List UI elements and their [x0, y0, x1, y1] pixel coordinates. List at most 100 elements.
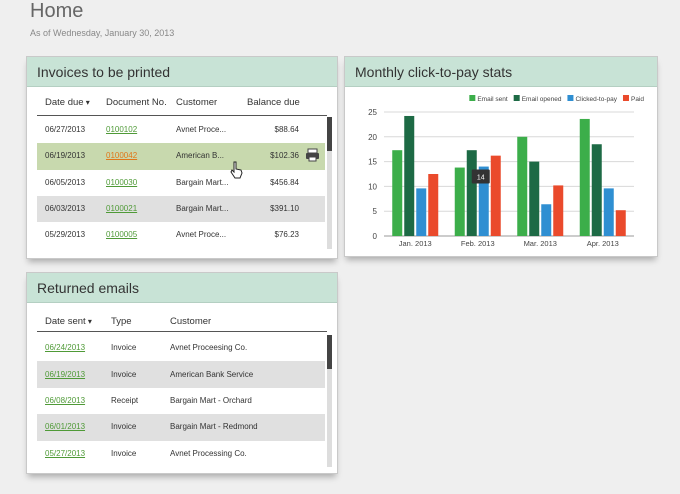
column-header[interactable]: Customer	[170, 316, 212, 327]
table-cell: Bargain Mart - Redmond	[170, 422, 258, 432]
table-cell: 06/19/2013	[45, 151, 86, 161]
legend-swatch	[567, 95, 574, 101]
table-cell: Avnet Processing Co.	[170, 448, 247, 458]
column-header[interactable]: Document No.	[106, 97, 167, 108]
table-cell: $456.84	[270, 177, 299, 187]
table-row[interactable]: 06/01/2013 Invoice Bargain Mart - Redmond	[37, 414, 325, 441]
table-cell: $88.64	[274, 125, 299, 135]
y-tick-label: 5	[373, 207, 378, 216]
column-header[interactable]: Type	[111, 316, 132, 327]
table-cell: Bargain Mart...	[176, 177, 229, 187]
table-row[interactable]: 05/27/2013 Invoice Avnet Processing Co.	[37, 440, 325, 467]
x-tick-label: Feb. 2013	[461, 239, 495, 248]
bar	[490, 155, 501, 236]
bar	[466, 150, 477, 236]
table-row[interactable]: 06/05/2013 0100030 Bargain Mart... $456.84	[37, 169, 325, 196]
table-cell: American Bank Service	[170, 369, 254, 379]
sort-arrow[interactable]: ▾	[85, 317, 92, 326]
table-row[interactable]: 06/19/2013 Invoice American Bank Service	[37, 361, 325, 388]
bar	[603, 188, 614, 236]
table-cell: Invoice	[111, 343, 137, 353]
bar	[529, 161, 540, 236]
table-cell: Invoice	[111, 369, 137, 379]
table-cell[interactable]: 06/08/2013	[45, 395, 86, 405]
table-cell: $391.10	[270, 204, 299, 214]
table-row[interactable]: 06/08/2013 Receipt Bargain Mart - Orchard	[37, 387, 325, 415]
table-cell: $102.36	[270, 151, 299, 161]
column-header[interactable]: Date sent ▾	[45, 316, 92, 327]
table-cell: Bargain Mart - Orchard	[170, 395, 252, 405]
bar	[392, 150, 403, 236]
tooltip-label: 14	[477, 175, 485, 182]
x-tick-label: Mar. 2013	[524, 239, 557, 248]
scrollbar-thumb[interactable]	[327, 335, 332, 369]
table-cell[interactable]: 0100021	[106, 204, 138, 214]
panel-title: Invoices to be printed	[37, 64, 171, 80]
table-row[interactable]: 06/19/2013 0100042 American B... $102.36	[37, 143, 325, 170]
scrollbar-thumb[interactable]	[327, 117, 332, 151]
x-tick-label: Jan. 2013	[399, 239, 432, 248]
legend-swatch	[513, 95, 520, 101]
column-header[interactable]: Balance due	[247, 97, 300, 108]
table-cell[interactable]: 0100042	[106, 151, 138, 161]
table-cell[interactable]: 06/24/2013	[45, 343, 86, 353]
bar	[591, 144, 602, 236]
table-row[interactable]: 06/03/2013 0100021 Bargain Mart... $391.10	[37, 195, 325, 223]
table-cell: Invoice	[111, 422, 137, 432]
table-row[interactable]: 06/24/2013 Invoice Avnet Proceesing Co.	[37, 335, 325, 362]
legend-label: Clicked-to-pay	[575, 96, 617, 103]
table-cell: Avnet Proce...	[176, 125, 227, 135]
header-separator	[37, 331, 327, 332]
chart-panel: Monthly click-to-pay stats 0 5 10 15 20 25 Jan…	[344, 56, 658, 257]
table-row[interactable]: 06/27/2013 0100102 Avnet Proce... $88.64	[37, 117, 325, 144]
bar	[517, 136, 528, 236]
legend-swatch	[622, 95, 629, 101]
table-cell[interactable]: 06/01/2013	[45, 422, 86, 432]
table-cell[interactable]: 0100030	[106, 177, 138, 187]
sort-arrow[interactable]: ▾	[83, 98, 90, 107]
table-cell: $76.23	[274, 230, 299, 240]
scrollbar[interactable]	[327, 335, 332, 467]
table-cell[interactable]: 0100005	[106, 230, 138, 240]
table-cell: 06/27/2013	[45, 125, 86, 135]
y-tick-label: 15	[368, 158, 377, 167]
chart: 0 5 10 15 20 25 Jan. 2013 Feb. 2013 Mar. 2013 Apr…	[368, 95, 644, 248]
scrollbar[interactable]	[327, 117, 332, 249]
page-subtitle: As of Wednesday, January 30, 2013	[30, 28, 175, 38]
bar	[478, 166, 489, 236]
table-cell: 06/03/2013	[45, 204, 86, 214]
legend-label: Paid	[631, 96, 644, 103]
bar	[615, 210, 626, 236]
legend-label: Email sent	[477, 96, 508, 103]
bar	[579, 118, 590, 236]
hand-cursor	[230, 161, 243, 179]
invoices-panel: Invoices to be printed Date due ▾ Documen…	[26, 56, 338, 259]
bar	[416, 188, 427, 236]
table-cell: Receipt	[111, 395, 139, 405]
bar	[454, 167, 465, 236]
table-row[interactable]: 05/29/2013 0100005 Avnet Proce... $76.23	[37, 222, 325, 249]
bar	[553, 185, 564, 236]
table-cell[interactable]: 05/27/2013	[45, 448, 86, 458]
table-cell: American B...	[176, 151, 225, 161]
emails-panel: Returned emails Date sent ▾ Type Customer 0…	[26, 272, 338, 474]
table-cell: Avnet Proceesing Co.	[170, 343, 248, 353]
table-cell: Avnet Proce...	[176, 230, 227, 240]
x-tick-label: Apr. 2013	[587, 239, 619, 248]
table-cell[interactable]: 06/19/2013	[45, 369, 86, 379]
column-header[interactable]: Date due ▾	[45, 97, 90, 108]
legend-swatch	[469, 95, 476, 101]
bar	[428, 174, 439, 236]
legend-label: Email opened	[522, 96, 562, 103]
tooltip-box	[471, 169, 490, 184]
column-header[interactable]: Customer	[176, 97, 218, 108]
y-tick-label: 20	[368, 133, 377, 142]
panel-title: Monthly click-to-pay stats	[355, 64, 513, 80]
print-icon[interactable]	[305, 148, 321, 162]
table-cell: 06/05/2013	[45, 177, 86, 187]
panel-header: Invoices to be printed	[27, 57, 337, 87]
bar	[404, 115, 415, 236]
y-tick-label: 0	[373, 232, 378, 241]
table-cell[interactable]: 0100102	[106, 125, 138, 135]
y-tick-label: 25	[368, 108, 377, 117]
